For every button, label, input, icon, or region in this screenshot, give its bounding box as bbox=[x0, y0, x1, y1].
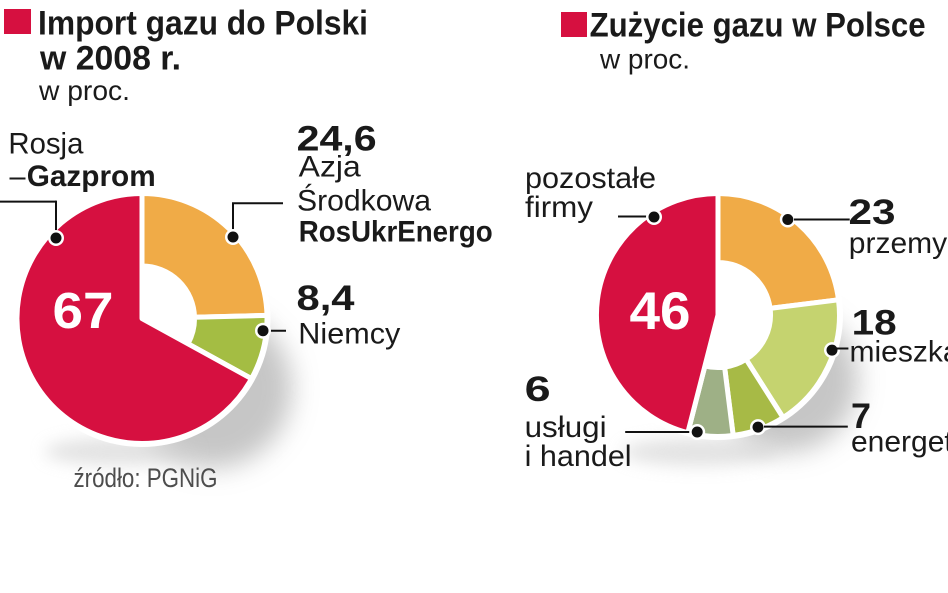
svg-text:w 2008 r.: w 2008 r. bbox=[39, 39, 181, 77]
svg-text:firmy: firmy bbox=[525, 191, 593, 224]
svg-text:7: 7 bbox=[851, 397, 871, 436]
svg-text:Gazprom: Gazprom bbox=[27, 160, 156, 193]
svg-text:–: – bbox=[10, 160, 26, 193]
svg-text:Rosja: Rosja bbox=[8, 128, 83, 161]
svg-text:Środkowa: Środkowa bbox=[297, 184, 431, 218]
svg-text:67: 67 bbox=[53, 282, 114, 339]
svg-text:RosUkrEnergo: RosUkrEnergo bbox=[299, 215, 493, 248]
svg-text:i handel: i handel bbox=[525, 440, 632, 473]
svg-text:mieszkania: mieszkania bbox=[850, 336, 948, 369]
svg-text:23: 23 bbox=[849, 193, 896, 232]
svg-text:w proc.: w proc. bbox=[599, 44, 690, 75]
svg-text:6: 6 bbox=[525, 370, 551, 409]
svg-text:24,6: 24,6 bbox=[297, 119, 377, 158]
svg-text:Azja: Azja bbox=[299, 151, 361, 184]
svg-text:46: 46 bbox=[630, 282, 691, 341]
svg-text:18: 18 bbox=[852, 304, 897, 343]
svg-text:8,4: 8,4 bbox=[297, 279, 356, 318]
svg-text:Zużycie gazu w Polsce: Zużycie gazu w Polsce bbox=[590, 7, 926, 45]
svg-text:usługi: usługi bbox=[525, 411, 607, 444]
svg-text:energetyka: energetyka bbox=[851, 426, 948, 459]
svg-text:w proc.: w proc. bbox=[38, 75, 130, 106]
svg-text:przemysł: przemysł bbox=[849, 227, 948, 260]
svg-text:Import gazu do Polski: Import gazu do Polski bbox=[38, 4, 368, 42]
svg-text:źródło: PGNiG: źródło: PGNiG bbox=[74, 463, 218, 493]
svg-text:Niemcy: Niemcy bbox=[298, 318, 400, 351]
svg-text:pozostałe: pozostałe bbox=[525, 162, 656, 195]
